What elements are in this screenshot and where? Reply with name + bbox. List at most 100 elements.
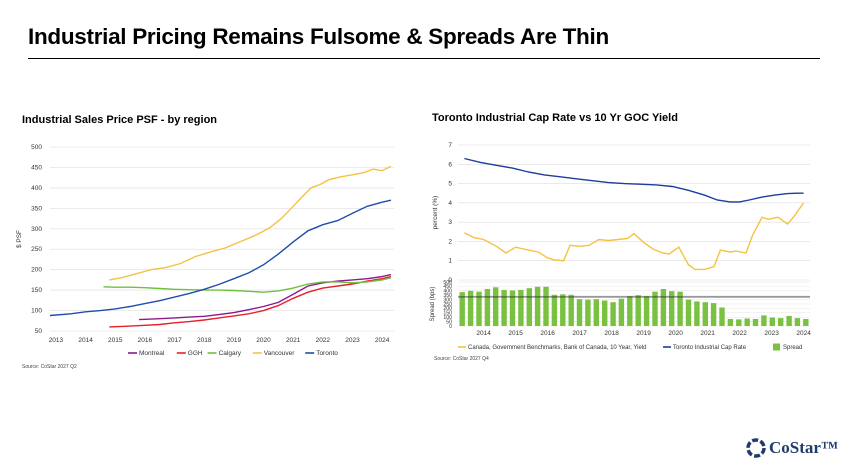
spread-bar (660, 289, 667, 326)
right-y-tick-label: 3 (448, 219, 452, 226)
right-legend-swatch (773, 343, 780, 351)
spread-bar (736, 319, 742, 326)
region-price-chart: 50 100 150 200 250 300 350 400 450 500 2013 2014 201… (16, 144, 394, 357)
right-legend-label: Canada, Government Benchmarks, Bank of C… (468, 345, 646, 351)
spread-bar (752, 319, 759, 326)
spread-bar (710, 303, 717, 326)
spread-bar (518, 289, 524, 326)
spread-bar (786, 315, 792, 326)
spread-bar (543, 286, 549, 326)
left-x-tick-label: 2023 (345, 337, 360, 344)
right-x-tick-label: 2020 (668, 330, 683, 337)
left-y-tick-label: 250 (31, 246, 42, 253)
costar-logo-text: CoStar™ (769, 438, 838, 457)
right-x-tick-label: 2016 (540, 330, 555, 337)
spread-bar (669, 291, 675, 326)
right-y-axis-label: percent (%) (432, 196, 439, 230)
left-y-axis-label: $ PSF (16, 230, 23, 248)
left-x-tick-label: 2022 (316, 337, 331, 344)
spread-bar (526, 288, 532, 326)
spread-bar (602, 300, 608, 326)
left-x-tick-label: 2021 (286, 337, 301, 344)
spread-bar (484, 289, 491, 326)
costar-logo: CoStar™ (746, 438, 838, 458)
spread-bar (501, 289, 507, 326)
spread-y-tick-label: 150 (443, 311, 452, 317)
spread-bar (761, 315, 767, 326)
left-y-tick-label: 200 (31, 267, 42, 274)
spread-bar (803, 319, 809, 326)
right-x-tick-label: 2024 (796, 330, 811, 337)
spread-bar (727, 319, 734, 326)
spread-bar (744, 318, 750, 326)
spread-y-tick-label: 350 (443, 293, 452, 299)
spread-bar (467, 290, 474, 326)
spread-bar (585, 299, 591, 326)
right-chart-title: Toronto Industrial Cap Rate vs 10 Yr GOC… (432, 112, 678, 124)
spread-bar (794, 318, 801, 326)
right-x-tick-label: 2014 (476, 330, 491, 337)
right-source-note: Source: CoStar 2027 Q4 (434, 356, 489, 362)
left-y-tick-label: 400 (31, 185, 42, 192)
right-y-tick-label: 7 (448, 142, 452, 149)
page-title: Industrial Pricing Remains Fulsome & Spr… (28, 24, 609, 49)
left-x-tick-label: 2014 (78, 337, 93, 344)
left-x-tick-label: 2020 (256, 337, 271, 344)
right-y-tick-label: 4 (448, 200, 452, 207)
left-legend-label: Montreal (139, 350, 165, 357)
left-series-line-vancouver (109, 165, 392, 281)
left-y-tick-label: 450 (31, 164, 42, 171)
right-legend-label: Toronto Industrial Cap Rate (673, 345, 747, 351)
spread-bar (551, 294, 558, 326)
right-x-tick-label: 2017 (572, 330, 587, 337)
left-series-line-ggh (109, 275, 392, 328)
yield-line (464, 202, 805, 271)
right-x-tick-label: 2022 (732, 330, 747, 337)
left-x-tick-label: 2013 (49, 337, 64, 344)
left-x-tick-label: 2015 (108, 337, 123, 344)
left-chart-title: Industrial Sales Price PSF - by region (22, 114, 218, 126)
spread-y-tick-label: 200 (443, 306, 452, 312)
spread-bar (635, 295, 641, 326)
spread-y-tick-label: 50 (446, 319, 452, 325)
left-x-tick-label: 2016 (138, 337, 153, 344)
spread-bar (476, 291, 482, 326)
spread-bar (509, 290, 516, 326)
right-y-tick-label: 0 (448, 277, 452, 284)
left-legend-label: Toronto (316, 350, 338, 357)
spread-y-axis-label: Spread (bps) (430, 287, 436, 322)
spread-bar (778, 318, 784, 326)
left-legend-label: GGH (188, 350, 203, 357)
spread-y-tick-label: 500 (443, 280, 452, 286)
right-x-tick-label: 2018 (604, 330, 619, 337)
spread-bar (576, 299, 583, 326)
left-y-tick-label: 300 (31, 226, 42, 233)
left-y-tick-label: 350 (31, 205, 42, 212)
spread-y-tick-label: 100 (443, 315, 452, 321)
spread-bar (560, 294, 566, 326)
spread-bar (652, 291, 658, 326)
spread-bar (677, 291, 683, 326)
cap-rate-line (464, 157, 804, 203)
spread-bar (694, 301, 700, 326)
left-series-line-montreal (138, 273, 392, 321)
spread-y-tick-label: 0 (449, 324, 452, 330)
spread-bar (618, 298, 625, 326)
left-series-line-toronto (49, 199, 392, 317)
spread-y-tick-label: 450 (443, 284, 452, 290)
left-y-tick-label: 50 (35, 328, 43, 335)
costar-logo-icon (746, 438, 766, 458)
left-x-tick-label: 2024 (375, 337, 390, 344)
left-x-tick-label: 2019 (227, 337, 242, 344)
left-legend-label: Calgary (219, 350, 242, 357)
spread-bar (627, 296, 633, 326)
spread-bar (685, 299, 692, 326)
left-series-line-calgary (103, 277, 392, 293)
right-legend-label: Spread (783, 345, 802, 351)
spread-y-tick-label: 250 (443, 302, 452, 308)
left-y-tick-label: 100 (31, 308, 42, 315)
left-legend-label: Vancouver (264, 350, 295, 357)
spread-bar (769, 317, 775, 326)
left-x-tick-label: 2017 (167, 337, 182, 344)
